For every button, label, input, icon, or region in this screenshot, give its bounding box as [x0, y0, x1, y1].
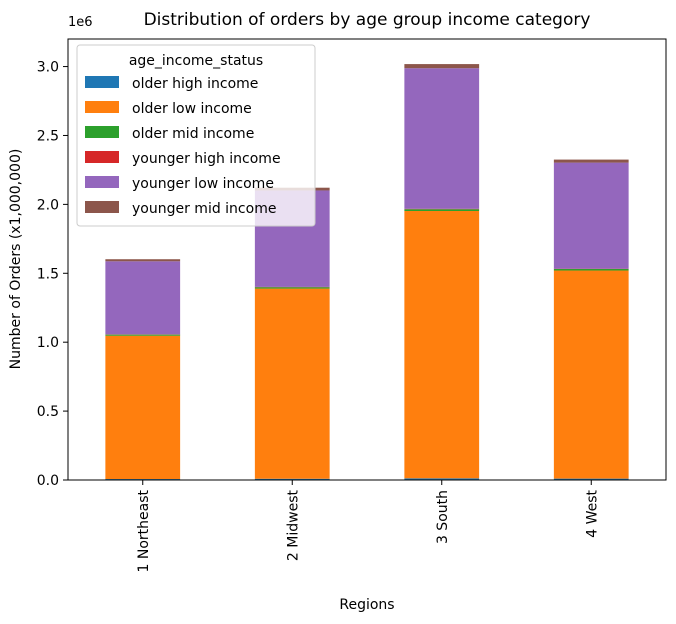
legend-swatch [85, 176, 119, 188]
x-axis-title: Regions [339, 597, 394, 613]
bar-segment [553, 478, 629, 480]
x-tick-label: 2 Midwest [285, 489, 301, 561]
legend-swatch [85, 201, 119, 213]
bar-segment [254, 288, 330, 479]
y-tick-label: 0.5 [37, 404, 59, 420]
legend-entry: younger high income [132, 151, 281, 167]
legend-swatch [85, 151, 119, 163]
y-axis-title: Number of Orders (x1,000,000) [8, 149, 24, 370]
bar-segment [254, 287, 330, 289]
legend-entry: older low income [132, 101, 252, 117]
legend-entry: older high income [132, 76, 258, 92]
bar-segment [553, 269, 629, 271]
x-axis: 1 Northeast 2 Midwest 3 South 4 West [136, 480, 600, 573]
bar-segment [553, 270, 629, 479]
bar-segment [105, 334, 181, 336]
plot-frame [67, 38, 667, 481]
y-tick-label: 0.0 [37, 473, 59, 489]
x-tick-label: 3 South [435, 490, 451, 544]
x-tick-label: 4 West [584, 489, 600, 537]
y-tick-label: 1.0 [37, 335, 59, 351]
chart-title: Distribution of orders by age group inco… [144, 10, 591, 30]
bar-segment [404, 64, 480, 69]
y-tick-label: 3.0 [37, 60, 59, 76]
bar-segment [404, 209, 480, 211]
y-tick-label: 2.0 [37, 197, 59, 213]
y-tick-label: 2.5 [37, 128, 59, 144]
y-offset-label: 1e6 [68, 15, 93, 30]
bar-segment [404, 68, 480, 209]
legend-entry: younger low income [132, 176, 274, 192]
bar-segment [553, 159, 629, 163]
y-axis: 0.0 0.5 1.0 1.5 2.0 2.5 3.0 [37, 60, 68, 489]
legend-entry: older mid income [132, 126, 254, 142]
x-tick-label: 1 Northeast [136, 490, 152, 573]
bar-segment [553, 162, 629, 269]
legend-box [76, 44, 316, 227]
y-tick-label: 1.5 [37, 266, 59, 282]
legend-entry: younger mid income [132, 201, 276, 217]
bar-segment [404, 478, 480, 480]
legend-swatch [85, 76, 119, 88]
legend-swatch [85, 101, 119, 113]
bar-segment [105, 259, 181, 262]
legend-swatch [85, 126, 119, 138]
bar-segment [105, 335, 181, 480]
bar-segment [254, 478, 330, 480]
bar-segment [404, 210, 480, 479]
legend-title: age_income_status [129, 53, 263, 69]
bar-segment [105, 261, 181, 335]
